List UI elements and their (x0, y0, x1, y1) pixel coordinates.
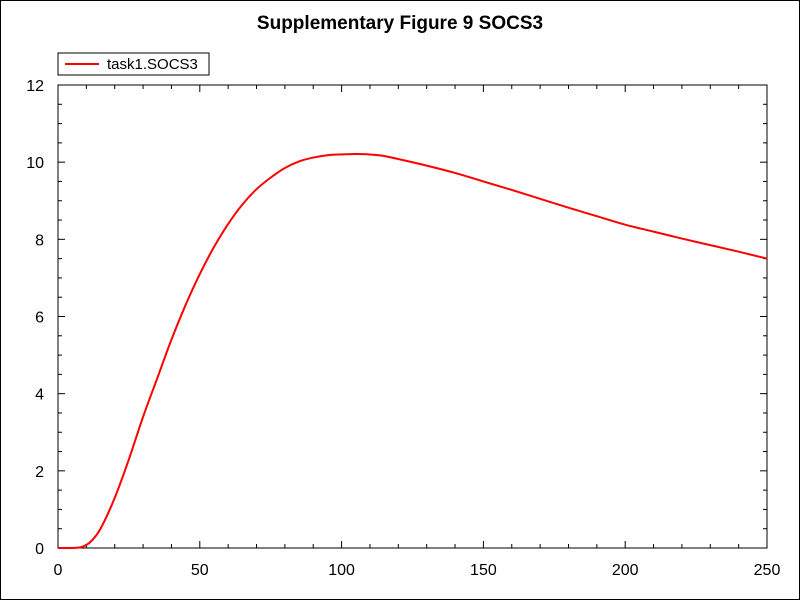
y-tick-label: 2 (35, 464, 44, 481)
y-tick-label: 6 (35, 310, 44, 327)
legend-label: task1.SOCS3 (107, 56, 198, 73)
y-tick-label: 0 (35, 541, 44, 558)
plot-area (57, 84, 768, 549)
x-tick-label: 100 (328, 562, 355, 579)
chart-title: Supplementary Figure 9 SOCS3 (256, 13, 544, 34)
y-tick-label: 10 (26, 155, 44, 172)
series-line-task1.SOCS3 (57, 153, 768, 550)
x-tick-label: 150 (470, 562, 497, 579)
x-tick-label: 250 (754, 562, 781, 579)
y-tick-label: 8 (35, 232, 44, 249)
x-tick-label: 50 (191, 562, 209, 579)
y-tick-label: 12 (26, 78, 44, 95)
legend-box (57, 52, 210, 76)
y-tick-label: 4 (35, 387, 44, 404)
x-tick-label: 200 (612, 562, 639, 579)
x-tick-label: 0 (54, 562, 63, 579)
